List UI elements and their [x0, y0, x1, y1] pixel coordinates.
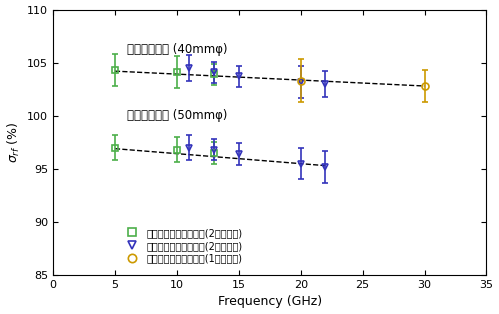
Text: アニール銅板 (40mmφ): アニール銅板 (40mmφ): [127, 43, 227, 56]
X-axis label: Frequency (GHz): Frequency (GHz): [218, 295, 322, 308]
Y-axis label: $\sigma_{rf}$ (%): $\sigma_{rf}$ (%): [5, 122, 21, 163]
Text: 鏡面研磨銅板 (50mmφ): 鏡面研磨銅板 (50mmφ): [127, 109, 227, 122]
Legend: セラミック円柱共振器(2共振器法), サファイア円柱共振器(2共振器法), サファイア円柱共振器(1共振器法): セラミック円柱共振器(2共振器法), サファイア円柱共振器(2共振器法), サフ…: [119, 224, 247, 268]
